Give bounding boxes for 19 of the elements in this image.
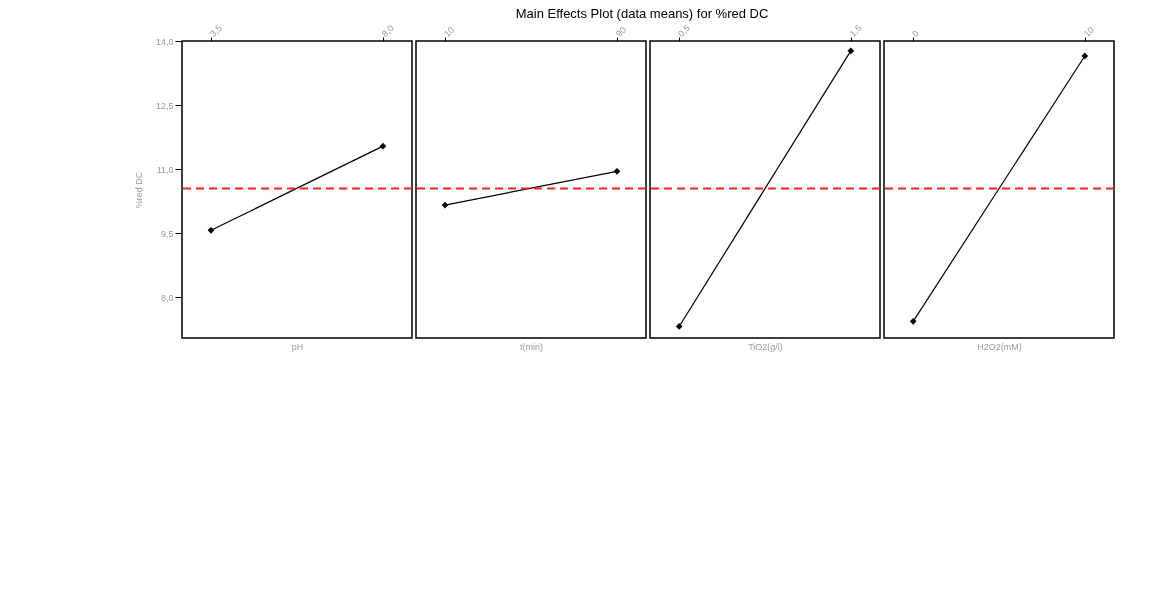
x-tick-label: 10 bbox=[1081, 24, 1096, 40]
x-tick-label: 10 bbox=[441, 24, 457, 40]
x-tick-label: 3,5 bbox=[208, 23, 224, 40]
y-tick-label: 11,0 bbox=[156, 164, 174, 175]
x-tick-label: 90 bbox=[613, 24, 629, 40]
y-axis-title: %red DC bbox=[133, 171, 144, 209]
y-tick-label: 14,0 bbox=[155, 36, 174, 47]
x-axis-title: H2O2(mM) bbox=[977, 341, 1022, 352]
x-tick-label: 1,5 bbox=[847, 23, 864, 40]
x-tick-label: 0,5 bbox=[676, 23, 693, 40]
x-tick-label: 8,0 bbox=[379, 23, 396, 40]
x-tick-label: 0 bbox=[910, 28, 921, 40]
y-tick-label: 12,5 bbox=[155, 100, 174, 111]
text: Main Effects Plot (data means) for %red DC bbox=[515, 6, 769, 21]
x-axis-title: t(min) bbox=[520, 341, 543, 352]
x-axis-title: TiO2(g/l) bbox=[748, 341, 783, 352]
x-axis-title: pH bbox=[291, 341, 304, 352]
y-tick-label: 8,0 bbox=[160, 292, 174, 303]
y-tick-label: 9,5 bbox=[160, 228, 174, 239]
